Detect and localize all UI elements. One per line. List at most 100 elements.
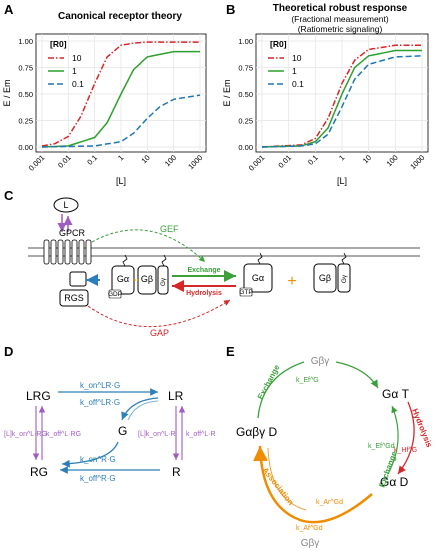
- panel-a-label: A: [4, 2, 14, 17]
- gbeta-box-free: [313, 263, 337, 293]
- k-af-gd-label: k_Af^Gd: [296, 525, 323, 532]
- gbeta-label-free: Gβ: [319, 273, 331, 283]
- series-line-b-1: [261, 49, 422, 148]
- legend-label-b-0: 10: [292, 53, 302, 63]
- y-tick-label-a-2: 0.50: [18, 90, 33, 99]
- k-ef-c-label: k_Ef^G: [296, 377, 319, 384]
- panel-a: A Canonical receptor theory 0.001 0.01 0.1…: [2, 2, 207, 186]
- panel-a-series: [41, 41, 201, 148]
- rgs-linker: [69, 271, 87, 287]
- node-lr: LR: [168, 389, 184, 403]
- series-line-a-10: [41, 41, 200, 147]
- gbeta-label-trimer: Gβ: [141, 274, 153, 284]
- hydrolysis-arc: [397, 401, 415, 475]
- x-tick-label-a-5: 100: [163, 153, 178, 168]
- panel-b: B Theoretical robust response (Fractiona…: [222, 2, 429, 186]
- panel-a-ticks: 0.001 0.01 0.1 1 10 100 1000 0.00 0.25 0.50 0.75 1.…: [18, 37, 204, 173]
- ggamma-box-trimer: [157, 265, 169, 295]
- x-tick-label-a-3: 1: [116, 153, 125, 162]
- lipid-anchor-4: [341, 252, 347, 265]
- gef-label: GEF: [160, 224, 179, 234]
- koff-l-r-label: k_off^L·R: [186, 431, 216, 438]
- node-r: R: [172, 465, 181, 479]
- x-tick-label-a-2: 0.1: [85, 153, 99, 167]
- ligand-ellipse: [53, 197, 79, 213]
- y-tick-label-a-1: 0.25: [18, 117, 33, 126]
- panel-c: C L GPCR RGS Gα GDP Gβ Gγ: [4, 188, 420, 338]
- node-g: G: [118, 424, 127, 438]
- x-tick-label-a-6: 1000: [186, 153, 204, 171]
- panel-e-label: E: [226, 344, 235, 359]
- panel-b-legend: [R0] 10 1 0.1: [268, 39, 304, 89]
- legend-label-b-2: 0.1: [292, 79, 304, 89]
- legend-label-a-0: 10: [72, 53, 82, 63]
- gef-arrow: [91, 229, 206, 263]
- y-tick-label-b-4: 1.00: [238, 37, 253, 46]
- node-rg: RG: [30, 465, 48, 479]
- x-tick-label-b-2: 0.1: [306, 153, 320, 167]
- node-gby-bottom: Gβγ: [301, 538, 320, 549]
- gtp-label: GTP: [239, 289, 252, 296]
- gpcr-label: GPCR: [59, 228, 86, 238]
- series-line-b-10: [261, 44, 422, 148]
- legend-label-a-1: 1: [72, 66, 77, 76]
- panel-b-title: Theoretical robust response: [273, 3, 408, 14]
- exchange-top-arc-1: [257, 361, 305, 419]
- rgs-label: RGS: [64, 293, 84, 303]
- association-reverse-arc: [267, 447, 307, 511]
- panel-b-subtitle-1: (Fractional measurement): [291, 14, 388, 24]
- legend-label-a-2: 0.1: [72, 79, 84, 89]
- panel-b-xlabel: [L]: [337, 176, 347, 186]
- g-bind-lr-arrow: [127, 400, 159, 421]
- gdp-tag: [108, 289, 122, 299]
- x-tick-label-b-1: 0.01: [276, 153, 293, 170]
- x-tick-label-b-0: 0.001: [247, 153, 267, 173]
- kon-lrg-label: k_on^LR·G: [80, 381, 120, 390]
- panel-a-legend: [R0] 10 1 0.1: [48, 39, 84, 89]
- ggamma-label-trimer: Gγ: [160, 277, 167, 286]
- y-tick-label-b-0: 0.00: [238, 143, 253, 152]
- panel-a-legend-title: [R0]: [50, 39, 67, 49]
- legend-label-b-1: 1: [292, 66, 297, 76]
- rgs-box: [59, 289, 89, 307]
- galpha-label-free: Gα: [252, 273, 264, 283]
- gdp-label: GDP: [108, 291, 122, 298]
- koff-rg-label: k_off^R·G: [80, 474, 116, 483]
- panel-b-subtitle-2: (Ratiometric signaling): [298, 24, 383, 34]
- node-lrg: LRG: [26, 389, 51, 403]
- panel-b-series: [261, 44, 423, 148]
- koff-l-rg-label: k_off^L·RG: [46, 431, 81, 438]
- koff-lrg-label: k_off^LR·G: [80, 398, 120, 407]
- x-tick-label-a-4: 10: [139, 153, 151, 165]
- y-tick-label-b-3: 0.75: [238, 64, 253, 73]
- hydrolysis-label: Hydrolysis: [186, 290, 222, 297]
- exchange-top-label: Exchange: [256, 363, 282, 401]
- panel-d: D LRG LR G RG R k_on^LR·G k_off^LR·G k_o…: [4, 344, 216, 483]
- g-bind-r-arrow: [61, 441, 119, 468]
- x-tick-label-b-5: 100: [385, 153, 400, 168]
- exchange-right-arc: [387, 405, 399, 475]
- lipid-anchor-2: [161, 254, 167, 267]
- kon-rg-label: k_on^R·G: [80, 455, 116, 464]
- node-gby-top: Gβγ: [311, 356, 330, 367]
- panel-c-label: C: [4, 188, 14, 203]
- panel-b-label: B: [226, 2, 235, 17]
- galpha-box-free: [243, 263, 273, 293]
- series-line-a-0.1: [41, 94, 201, 148]
- ligand-label: L: [63, 200, 68, 210]
- galpha-label-trimer: Gα: [117, 274, 129, 284]
- k-ar-gd-label: k_Ar^Gd: [316, 499, 343, 506]
- panel-b-ylabel: E / Em: [222, 79, 232, 106]
- gap-arrow: [87, 299, 231, 328]
- gap-label: GAP: [150, 328, 169, 338]
- x-tick-label-a-0: 0.001: [27, 153, 47, 173]
- lr-release-g-arrow: [121, 397, 159, 421]
- node-gaby-d: Gαβγ D: [236, 425, 278, 439]
- association-arc: [253, 445, 373, 524]
- node-ga-t: Gα T: [382, 387, 410, 401]
- x-tick-label-b-6: 1000: [408, 153, 426, 171]
- panel-d-label: D: [4, 344, 13, 359]
- series-line-a-1: [41, 50, 200, 148]
- exchange-top-arc-2: [335, 361, 379, 389]
